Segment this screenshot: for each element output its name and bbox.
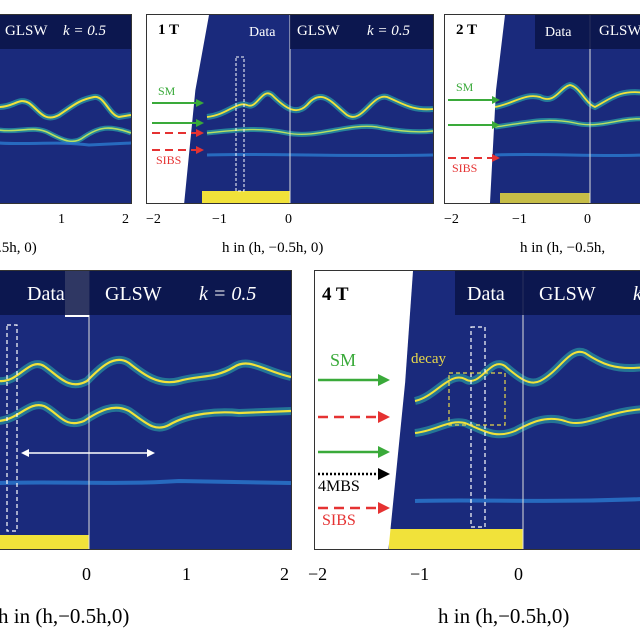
glsw-label: GLSW bbox=[539, 283, 596, 305]
glsw-label: GLSW bbox=[105, 283, 162, 305]
panel-top-middle: Data GLSW k = 0.5 bbox=[146, 14, 434, 204]
tick-br-m2: −2 bbox=[308, 564, 328, 584]
tick-bl-0: 0 bbox=[82, 564, 91, 584]
sm-label-1t: SM bbox=[158, 84, 176, 98]
sibs-label-2t: SIBS bbox=[452, 161, 478, 175]
glsw-label: GLSW bbox=[5, 23, 48, 39]
sm-label-2t: SM bbox=[456, 80, 474, 94]
tick-tr-m1: −1 bbox=[512, 212, 527, 227]
k-label: k bbox=[633, 283, 640, 306]
label-bg bbox=[455, 271, 640, 315]
panel-top-left-bands bbox=[0, 93, 131, 147]
tick-tm-m1: −1 bbox=[212, 212, 227, 227]
sibs-label-4t: SIBS bbox=[322, 512, 356, 529]
panel-top-middle-bands bbox=[202, 15, 433, 203]
tick-br-m1: −1 bbox=[410, 564, 430, 584]
data-label: Data bbox=[27, 283, 65, 305]
mbs-label-4t: 4MBS bbox=[318, 478, 360, 495]
k-label: k = 0.5 bbox=[63, 23, 107, 39]
label-bg bbox=[535, 15, 640, 49]
data-label: Data bbox=[545, 25, 572, 40]
data-label: Data bbox=[249, 25, 276, 40]
panel-bottom-left: Data GLSW k = 0.5 bbox=[0, 270, 292, 550]
axis-label-tr: h in (h, −0.5h, bbox=[520, 240, 606, 256]
tick-bl-2: 2 bbox=[280, 564, 289, 584]
panel-top-left: GLSW k = 0.5 bbox=[0, 14, 132, 204]
axis-label-tl: .5h, 0) bbox=[0, 240, 37, 256]
tick-bl-1: 1 bbox=[182, 564, 191, 584]
data-label: Data bbox=[467, 283, 505, 305]
tick-tl-2: 2 bbox=[122, 212, 129, 227]
panel-bottom-right: Data GLSW k decay bbox=[314, 270, 640, 550]
k-label: k = 0.5 bbox=[367, 23, 411, 39]
field-4t: 4 T bbox=[322, 284, 349, 305]
axis-label-br: h in (h,−0.5h,0) bbox=[438, 604, 570, 628]
tick-br-0: 0 bbox=[514, 564, 523, 584]
sibs-label-1t: SIBS bbox=[156, 153, 182, 167]
label-bg bbox=[0, 271, 291, 315]
glsw-label: GLSW bbox=[297, 23, 340, 39]
field-2t: 2 T bbox=[456, 22, 477, 38]
label-bg bbox=[290, 15, 433, 49]
decay-label: decay bbox=[411, 351, 446, 367]
glsw-label: GLSW bbox=[599, 23, 640, 39]
tick-tm-m2: −2 bbox=[146, 212, 161, 227]
sm-label-4t: SM bbox=[330, 350, 357, 370]
tick-tr-m2: −2 bbox=[444, 212, 459, 227]
axis-label-tm: h in (h, −0.5h, 0) bbox=[222, 240, 324, 256]
tick-tm-0: 0 bbox=[285, 212, 292, 227]
field-1t: 1 T bbox=[158, 22, 179, 38]
k-label: k = 0.5 bbox=[199, 283, 257, 305]
axis-label-bl: h in (h,−0.5h,0) bbox=[0, 604, 130, 628]
tick-tl-1: 1 bbox=[58, 212, 65, 227]
panel-top-right: Data GLSW bbox=[444, 14, 640, 204]
label-bg bbox=[0, 15, 131, 49]
panel-bottom-left-bands bbox=[0, 271, 291, 549]
tick-tr-0: 0 bbox=[584, 212, 591, 227]
panel-bottom-right-bands bbox=[389, 271, 640, 549]
